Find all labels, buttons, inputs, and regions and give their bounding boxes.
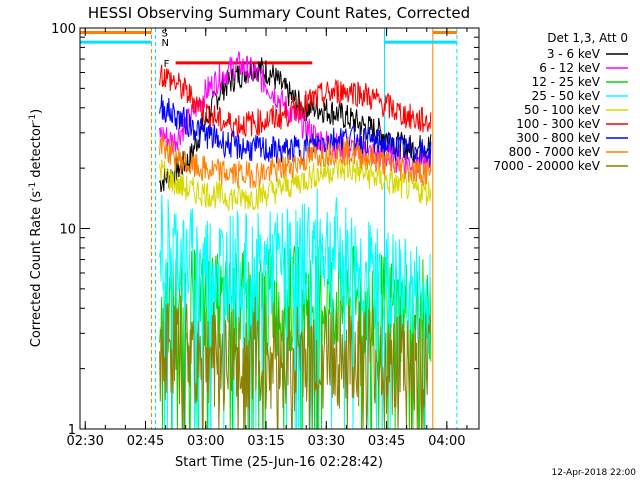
footer-date: 12-Apr-2018 22:00: [552, 468, 637, 478]
y-tick-label-2: 100: [51, 22, 76, 37]
x-tick-label-1: 02:45: [127, 434, 164, 449]
legend-label-4: 50 - 100 keV: [524, 103, 601, 117]
series-line-8: [159, 295, 432, 430]
legend-title: Det 1,3, Att 0: [547, 31, 628, 45]
flag-label-f: F: [164, 59, 170, 70]
y-tick-label-1: 10: [59, 223, 76, 238]
legend-label-7: 800 - 7000 keV: [509, 145, 601, 159]
x-tick-label-6: 04:00: [428, 434, 465, 449]
flag-label-s: S: [162, 28, 168, 39]
x-tick-label-4: 03:30: [308, 434, 345, 449]
chart-title: HESSI Observing Summary Count Rates, Cor…: [88, 4, 470, 22]
legend-label-1: 6 - 12 keV: [539, 61, 601, 75]
x-tick-label-3: 03:15: [247, 434, 284, 449]
x-tick-label-0: 02:30: [66, 434, 103, 449]
legend-label-6: 300 - 800 keV: [516, 131, 600, 145]
x-tick-label-2: 03:00: [187, 434, 224, 449]
plot-layer: SNF: [79, 28, 458, 430]
series-line-6: [159, 94, 432, 167]
series-line-5: [159, 64, 432, 138]
series-line-7: [159, 134, 432, 189]
x-axis-label: Start Time (25-Jun-16 02:28:42): [175, 455, 383, 470]
legend-label-8: 7000 - 20000 keV: [493, 159, 600, 173]
y-tick-label-0: 1: [68, 423, 76, 438]
series-line-4: [159, 158, 432, 211]
legend-label-0: 3 - 6 keV: [547, 47, 601, 61]
legend-label-3: 25 - 50 keV: [532, 89, 601, 103]
legend-label-5: 100 - 300 keV: [516, 117, 600, 131]
y-axis-label: Corrected Count Rate (s-1 detector-1): [28, 109, 44, 347]
x-tick-label-5: 03:45: [368, 434, 405, 449]
axes-layer: 02:30 02:45 03:00 03:15 03:30 03:45 04:00 1 10 10…: [51, 22, 479, 449]
flag-label-n: N: [162, 38, 169, 49]
legend-label-2: 12 - 25 keV: [532, 75, 601, 89]
